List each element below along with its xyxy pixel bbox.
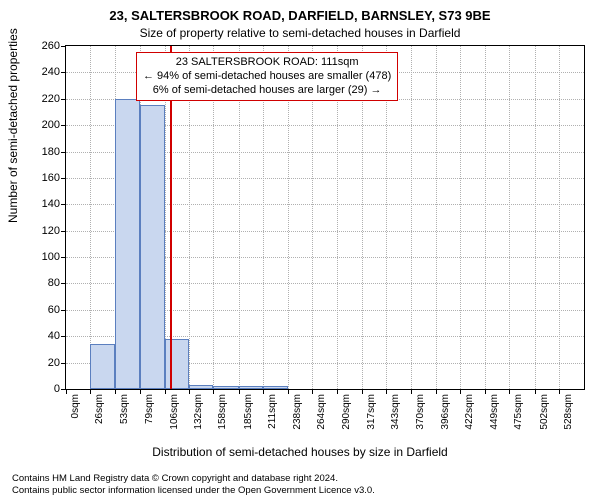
y-tick-label: 240 <box>32 66 60 78</box>
x-tick-mark <box>115 390 116 394</box>
annotation-line-3: 6% of semi-detached houses are larger (2… <box>143 84 391 98</box>
x-tick-mark <box>239 390 240 394</box>
x-tick-label: 132sqm <box>193 394 204 430</box>
footer-line-1: Contains HM Land Registry data © Crown c… <box>12 473 375 484</box>
y-axis-label: Number of semi-detached properties <box>6 28 20 223</box>
x-tick-label: 26sqm <box>94 394 105 424</box>
x-tick-mark <box>189 390 190 394</box>
x-tick-mark <box>263 390 264 394</box>
x-tick-mark <box>362 390 363 394</box>
x-tick-label: 343sqm <box>390 394 401 430</box>
x-tick-label: 370sqm <box>415 394 426 430</box>
gridline-v <box>460 46 461 389</box>
x-tick-label: 396sqm <box>440 394 451 430</box>
y-tick-label: 20 <box>32 357 60 369</box>
y-tick-label: 160 <box>32 172 60 184</box>
y-tick-mark <box>61 310 65 311</box>
y-tick-label: 100 <box>32 251 60 263</box>
x-tick-mark <box>460 390 461 394</box>
y-tick-mark <box>61 178 65 179</box>
x-tick-label: 502sqm <box>539 394 550 430</box>
chart-title-main: 23, SALTERSBROOK ROAD, DARFIELD, BARNSLE… <box>0 8 600 23</box>
annotation-line-1: 23 SALTERSBROOK ROAD: 111sqm <box>143 56 391 70</box>
x-tick-label: 528sqm <box>563 394 574 430</box>
x-tick-label: 290sqm <box>341 394 352 430</box>
annotation-box: 23 SALTERSBROOK ROAD: 111sqm ← 94% of se… <box>136 52 398 101</box>
y-tick-mark <box>61 204 65 205</box>
gridline-v <box>485 46 486 389</box>
gridline-v <box>509 46 510 389</box>
y-tick-mark <box>61 283 65 284</box>
chart-title-sub: Size of property relative to semi-detach… <box>0 26 600 40</box>
y-tick-mark <box>61 99 65 100</box>
x-tick-mark <box>509 390 510 394</box>
histogram-bar <box>115 99 139 389</box>
gridline-v <box>559 46 560 389</box>
x-tick-mark <box>90 390 91 394</box>
gridline-v <box>90 46 91 389</box>
gridline-v <box>535 46 536 389</box>
x-tick-mark <box>559 390 560 394</box>
y-tick-label: 0 <box>32 383 60 395</box>
footer-attribution: Contains HM Land Registry data © Crown c… <box>12 473 375 496</box>
annotation-line-2: ← 94% of semi-detached houses are smalle… <box>143 70 391 84</box>
y-tick-label: 260 <box>32 40 60 52</box>
gridline-v <box>436 46 437 389</box>
y-tick-label: 40 <box>32 330 60 342</box>
x-tick-mark <box>411 390 412 394</box>
x-tick-label: 0sqm <box>70 394 81 418</box>
x-tick-label: 53sqm <box>119 394 130 424</box>
footer-line-2: Contains public sector information licen… <box>12 485 375 496</box>
y-tick-mark <box>61 152 65 153</box>
x-tick-label: 317sqm <box>366 394 377 430</box>
histogram-bar <box>213 386 238 389</box>
x-tick-mark <box>66 390 67 394</box>
y-tick-label: 200 <box>32 119 60 131</box>
chart-container: { "chart": { "type": "histogram", "title… <box>0 0 600 500</box>
histogram-bar <box>90 344 115 389</box>
y-tick-label: 180 <box>32 146 60 158</box>
histogram-bar <box>263 386 288 389</box>
x-tick-label: 211sqm <box>267 394 278 429</box>
y-tick-label: 80 <box>32 277 60 289</box>
x-tick-mark <box>337 390 338 394</box>
x-tick-label: 185sqm <box>243 394 254 430</box>
x-tick-label: 422sqm <box>464 394 475 430</box>
y-tick-label: 140 <box>32 198 60 210</box>
histogram-bar <box>165 339 189 389</box>
x-tick-mark <box>312 390 313 394</box>
y-tick-label: 220 <box>32 93 60 105</box>
histogram-bar <box>140 105 165 389</box>
x-tick-label: 264sqm <box>316 394 327 430</box>
x-tick-mark <box>436 390 437 394</box>
histogram-bar <box>189 385 213 389</box>
x-tick-label: 79sqm <box>144 394 155 424</box>
y-tick-mark <box>61 72 65 73</box>
x-tick-label: 238sqm <box>292 394 303 430</box>
x-tick-mark <box>165 390 166 394</box>
x-tick-mark <box>535 390 536 394</box>
gridline-v <box>411 46 412 389</box>
plot-area: 23 SALTERSBROOK ROAD: 111sqm ← 94% of se… <box>65 45 585 390</box>
x-tick-label: 449sqm <box>489 394 500 430</box>
y-tick-label: 60 <box>32 304 60 316</box>
y-tick-mark <box>61 363 65 364</box>
x-tick-label: 158sqm <box>217 394 228 430</box>
y-tick-mark <box>61 125 65 126</box>
y-tick-label: 120 <box>32 225 60 237</box>
y-tick-mark <box>61 389 65 390</box>
x-tick-mark <box>386 390 387 394</box>
y-tick-mark <box>61 336 65 337</box>
x-tick-mark <box>140 390 141 394</box>
x-tick-mark <box>485 390 486 394</box>
histogram-bar <box>239 386 263 389</box>
y-tick-mark <box>61 231 65 232</box>
x-axis-label: Distribution of semi-detached houses by … <box>0 445 600 459</box>
x-tick-mark <box>213 390 214 394</box>
y-tick-mark <box>61 257 65 258</box>
x-tick-label: 106sqm <box>169 394 180 430</box>
x-tick-label: 475sqm <box>513 394 524 430</box>
y-tick-mark <box>61 46 65 47</box>
x-tick-mark <box>288 390 289 394</box>
